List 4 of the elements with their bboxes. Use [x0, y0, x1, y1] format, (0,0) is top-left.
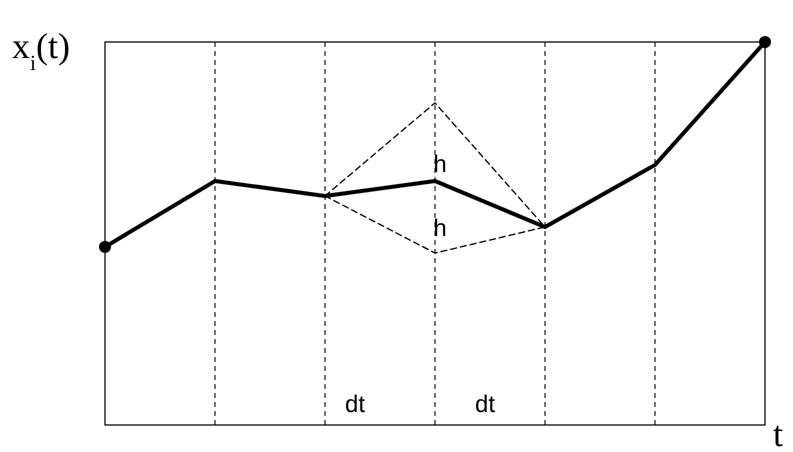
annotation: dt — [474, 391, 496, 418]
y-axis-title: x$_{i}$(t) — [12, 26, 70, 75]
annotation: dt — [344, 391, 366, 418]
x-axis-title: t — [772, 414, 784, 452]
